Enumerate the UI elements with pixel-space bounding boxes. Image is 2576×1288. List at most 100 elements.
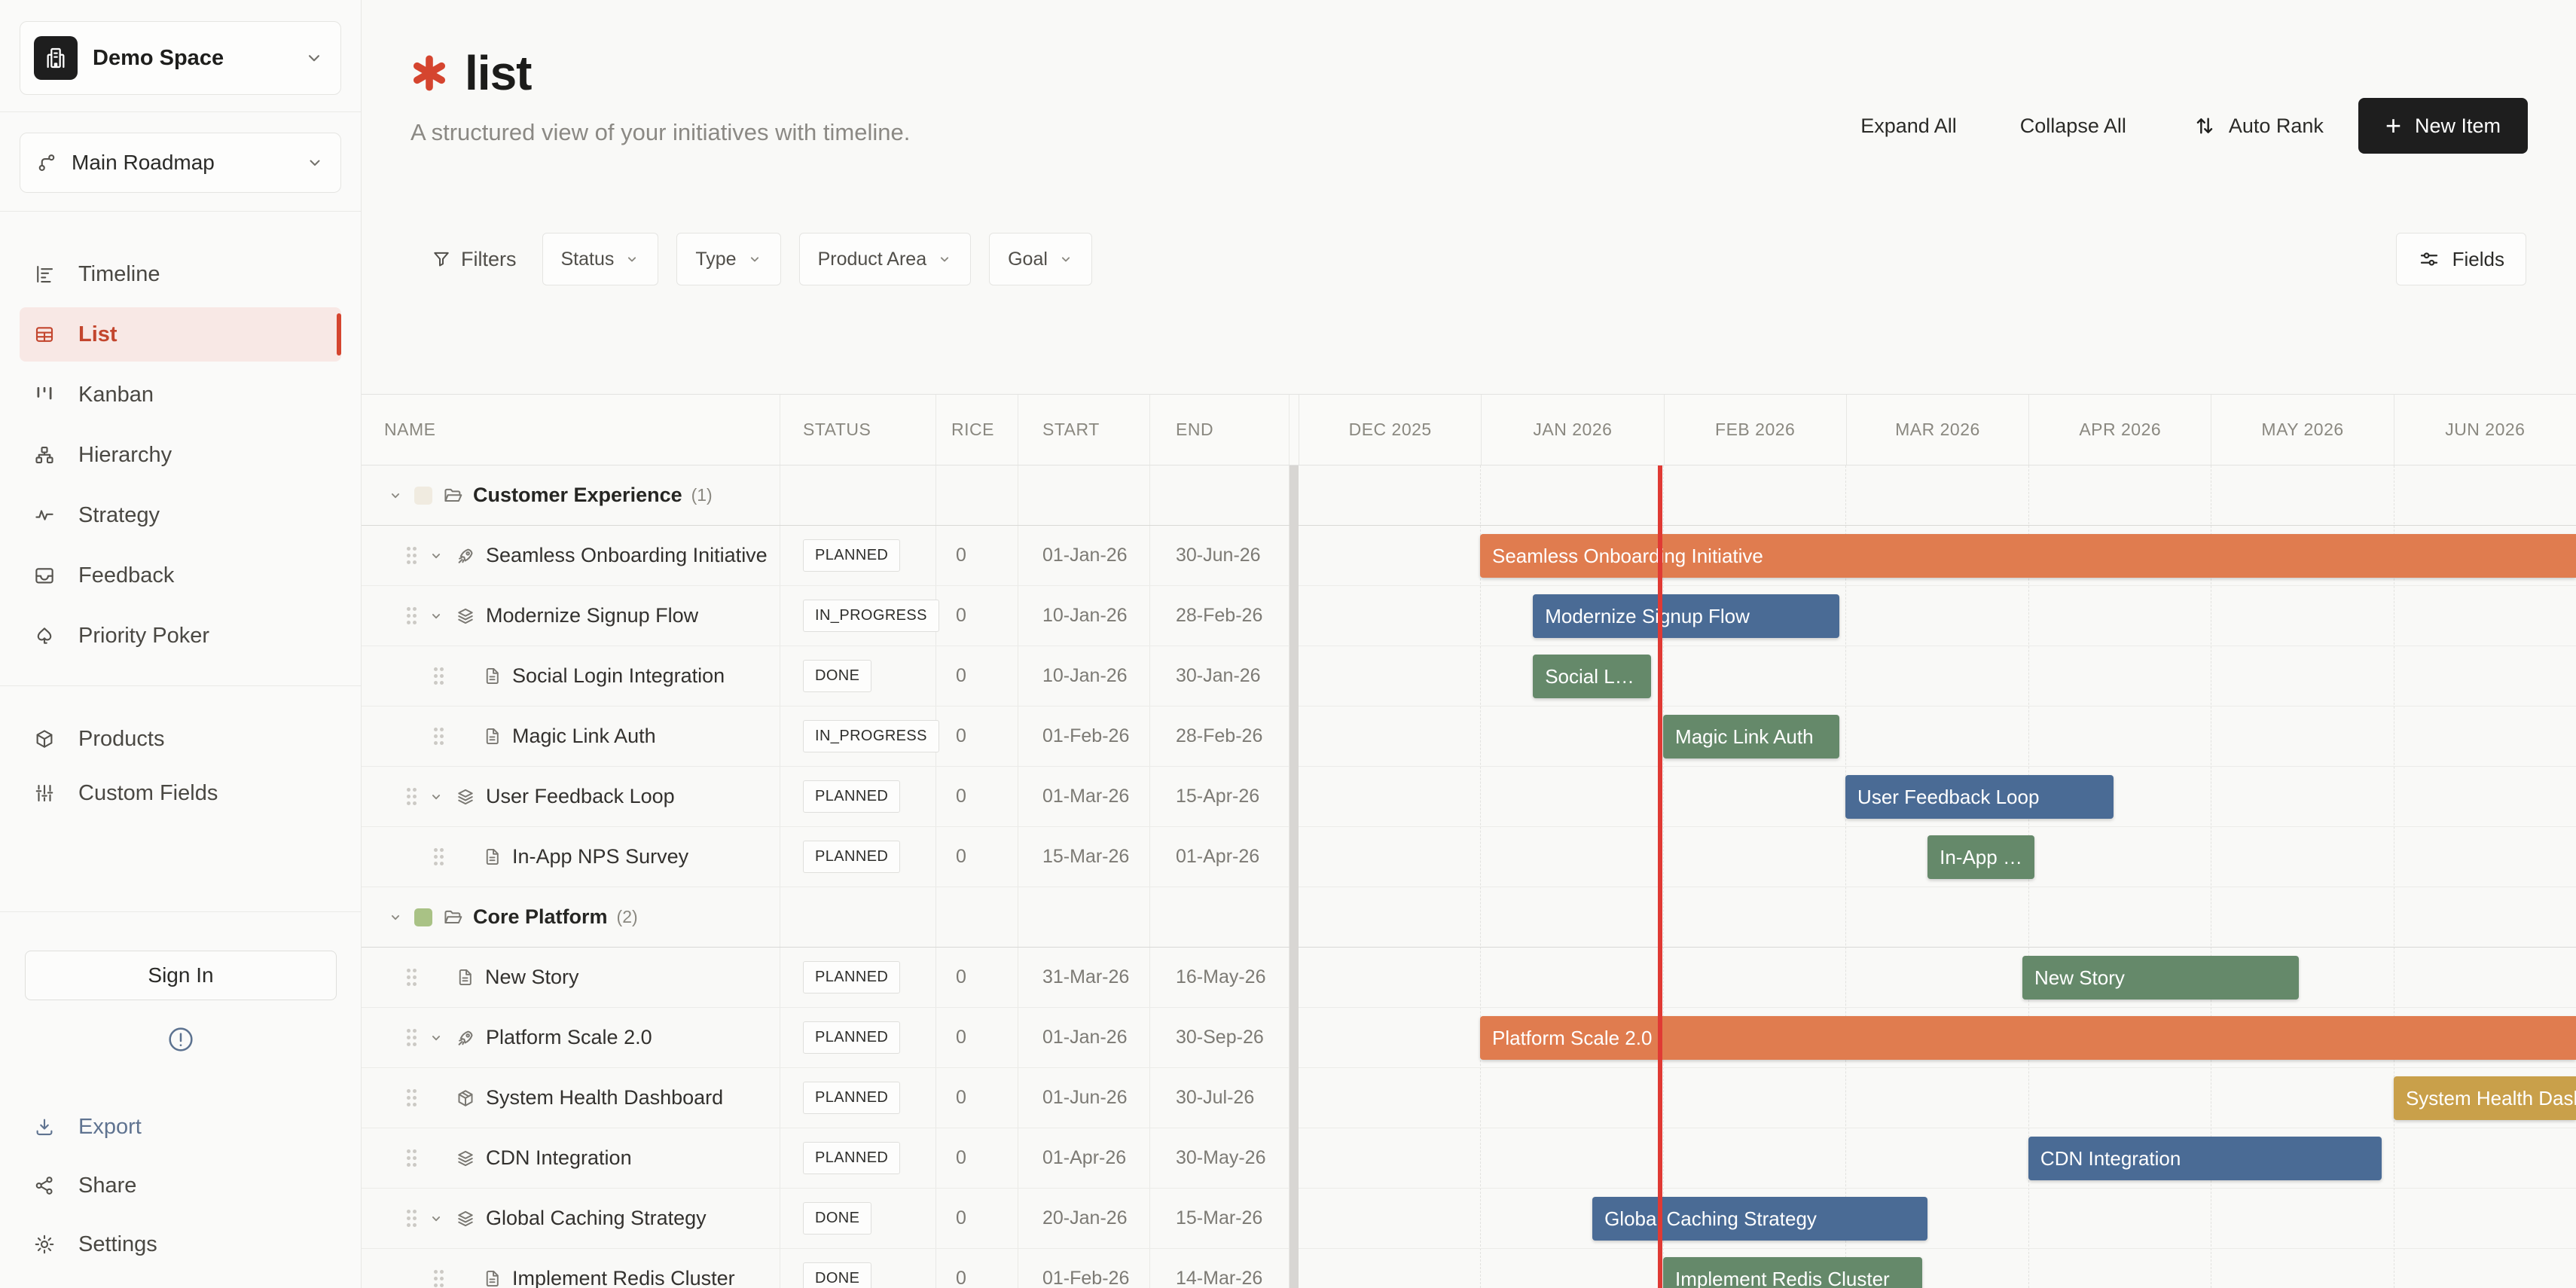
drag-handle[interactable] <box>407 547 417 564</box>
group-color-swatch <box>414 908 432 926</box>
table-row[interactable]: Platform Scale 2.0 PLANNED 0 01-Jan-26 30-S… <box>362 1008 2576 1068</box>
gantt-bar[interactable]: System Health Dashboard <box>2393 1076 2576 1120</box>
column-header-name[interactable]: NAME <box>362 395 780 465</box>
chevron-down-icon[interactable] <box>428 608 444 624</box>
sign-in-button[interactable]: Sign In <box>25 951 337 1000</box>
end-date: 30-Jan-26 <box>1176 665 1261 686</box>
space-selector[interactable]: Demo Space <box>20 21 341 95</box>
rice-value: 0 <box>956 786 966 807</box>
table-row[interactable]: Implement Redis Cluster DONE 0 01-Feb-26 14… <box>362 1249 2576 1288</box>
strategy-icon <box>33 504 57 526</box>
drag-handle[interactable] <box>407 1149 417 1167</box>
gantt-bar[interactable]: Implement Redis Cluster <box>1663 1257 1922 1288</box>
sidebar-item-custom-fields[interactable]: Custom Fields <box>20 766 341 820</box>
settings-icon <box>33 1233 57 1256</box>
drag-handle[interactable] <box>434 667 444 685</box>
end-cell: 01-Apr-26 <box>1150 827 1290 887</box>
drag-handle[interactable] <box>407 1089 417 1106</box>
sidebar-item-list[interactable]: List <box>20 307 341 362</box>
sidebar-item-label: Timeline <box>78 261 160 286</box>
rocket-icon <box>455 1027 476 1048</box>
chevron-down-icon[interactable] <box>387 487 404 504</box>
info-icon[interactable] <box>0 1024 361 1055</box>
group-row[interactable]: Core Platform (2) <box>362 887 2576 948</box>
sidebar-item-settings[interactable]: Settings <box>20 1217 341 1271</box>
vertical-scrollbar[interactable] <box>1290 465 1299 1288</box>
chevron-down-icon[interactable] <box>428 1210 444 1227</box>
column-header-rice[interactable]: RICE <box>936 395 1018 465</box>
gantt-bar[interactable]: Social Login Integration <box>1533 655 1651 698</box>
table-row[interactable]: Magic Link Auth IN_PROGRESS 0 01-Feb-26 28-… <box>362 707 2576 767</box>
start-cell: 01-Feb-26 <box>1018 707 1150 766</box>
drag-handle[interactable] <box>407 969 417 986</box>
gantt-bar[interactable]: Magic Link Auth <box>1663 715 1840 758</box>
table-row[interactable]: Social Login Integration DONE 0 10-Jan-26 3… <box>362 646 2576 707</box>
drag-handle[interactable] <box>434 848 444 865</box>
new-item-label: New Item <box>2414 114 2501 137</box>
column-header-status[interactable]: STATUS <box>780 395 936 465</box>
goal-filter-dropdown[interactable]: Goal <box>989 233 1092 285</box>
roadmap-selector[interactable]: Main Roadmap <box>20 133 341 193</box>
rice-value: 0 <box>956 665 966 686</box>
type-filter-dropdown[interactable]: Type <box>676 233 781 285</box>
chevron-down-icon[interactable] <box>428 789 444 805</box>
collapse-all-button[interactable]: Collapse All <box>2019 114 2126 137</box>
building-icon <box>34 36 78 80</box>
sidebar-item-kanban[interactable]: Kanban <box>20 368 341 422</box>
gantt-bar[interactable]: Seamless Onboarding Initiative <box>1480 534 2576 578</box>
new-item-button[interactable]: + New Item <box>2358 98 2528 154</box>
table-row[interactable]: In-App NPS Survey PLANNED 0 15-Mar-26 01-Ap… <box>362 827 2576 887</box>
timeline-cell: Global Caching Strategy <box>1299 1189 2576 1248</box>
sidebar-item-timeline[interactable]: Timeline <box>20 247 341 301</box>
sidebar-item-priority-poker[interactable]: Priority Poker <box>20 609 341 663</box>
gantt-bar[interactable]: Global Caching Strategy <box>1592 1197 1928 1241</box>
rows-container: Customer Experience (1) Seamless Onboard… <box>362 465 2576 1288</box>
gantt-bar[interactable]: CDN Integration <box>2028 1137 2382 1180</box>
drag-handle[interactable] <box>434 728 444 745</box>
sidebar-item-feedback[interactable]: Feedback <box>20 548 341 603</box>
product-area-filter-dropdown[interactable]: Product Area <box>798 233 972 285</box>
filters-button[interactable]: Filters <box>431 248 517 271</box>
column-header-end[interactable]: END <box>1150 395 1290 465</box>
sidebar-item-strategy[interactable]: Strategy <box>20 488 341 542</box>
sidebar-item-products[interactable]: Products <box>20 712 341 766</box>
drag-handle[interactable] <box>407 1029 417 1046</box>
sidebar-item-share[interactable]: Share <box>20 1158 341 1213</box>
fields-button[interactable]: Fields <box>2395 233 2526 285</box>
table-row[interactable]: User Feedback Loop PLANNED 0 01-Mar-26 15-A… <box>362 767 2576 827</box>
chevron-down-icon[interactable] <box>428 548 444 564</box>
gantt-bar[interactable]: Platform Scale 2.0 <box>1480 1016 2576 1060</box>
drag-handle[interactable] <box>407 788 417 805</box>
rice-value: 0 <box>956 1087 966 1108</box>
expand-all-button[interactable]: Expand All <box>1860 114 1957 137</box>
drag-handle[interactable] <box>434 1270 444 1287</box>
start-date: 10-Jan-26 <box>1042 665 1128 686</box>
sidebar-item-export[interactable]: Export <box>20 1100 341 1154</box>
gantt-bar[interactable]: Modernize Signup Flow <box>1533 594 1840 638</box>
chevron-down-icon[interactable] <box>428 1030 444 1046</box>
table-row[interactable]: Global Caching Strategy DONE 0 20-Jan-26 15… <box>362 1189 2576 1249</box>
header-spacer <box>1290 395 1299 465</box>
auto-rank-button[interactable]: Auto Rank <box>2193 114 2324 138</box>
group-count: (1) <box>691 485 713 505</box>
item-name: Seamless Onboarding Initiative <box>486 544 768 566</box>
chevron-down-icon[interactable] <box>387 909 404 926</box>
status-filter-dropdown[interactable]: Status <box>542 233 659 285</box>
table-row[interactable]: Modernize Signup Flow IN_PROGRESS 0 10-Jan… <box>362 586 2576 646</box>
group-row[interactable]: Customer Experience (1) <box>362 465 2576 526</box>
table-row[interactable]: Seamless Onboarding Initiative PLANNED 0 0… <box>362 526 2576 586</box>
drag-handle[interactable] <box>407 1210 417 1227</box>
drag-handle[interactable] <box>407 607 417 624</box>
gantt-bar[interactable]: User Feedback Loop <box>1845 775 2114 819</box>
table-row[interactable]: CDN Integration PLANNED 0 01-Apr-26 30-May-… <box>362 1128 2576 1189</box>
sidebar-item-hierarchy[interactable]: Hierarchy <box>20 428 341 482</box>
gantt-bar[interactable]: New Story <box>2022 956 2299 1000</box>
table-row[interactable]: System Health Dashboard PLANNED 0 01-Jun-2… <box>362 1068 2576 1128</box>
sidebar: Demo Space Main Roadmap Timeline List Kanb… <box>0 0 362 1288</box>
end-cell: 30-Jul-26 <box>1150 1068 1290 1128</box>
git-branch-icon <box>35 151 58 174</box>
gantt-bar[interactable]: In-App NPS Survey <box>1927 835 2035 879</box>
column-header-start[interactable]: START <box>1018 395 1150 465</box>
divider <box>0 111 361 112</box>
table-row[interactable]: New Story PLANNED 0 31-Mar-26 16-May-26 New … <box>362 948 2576 1008</box>
